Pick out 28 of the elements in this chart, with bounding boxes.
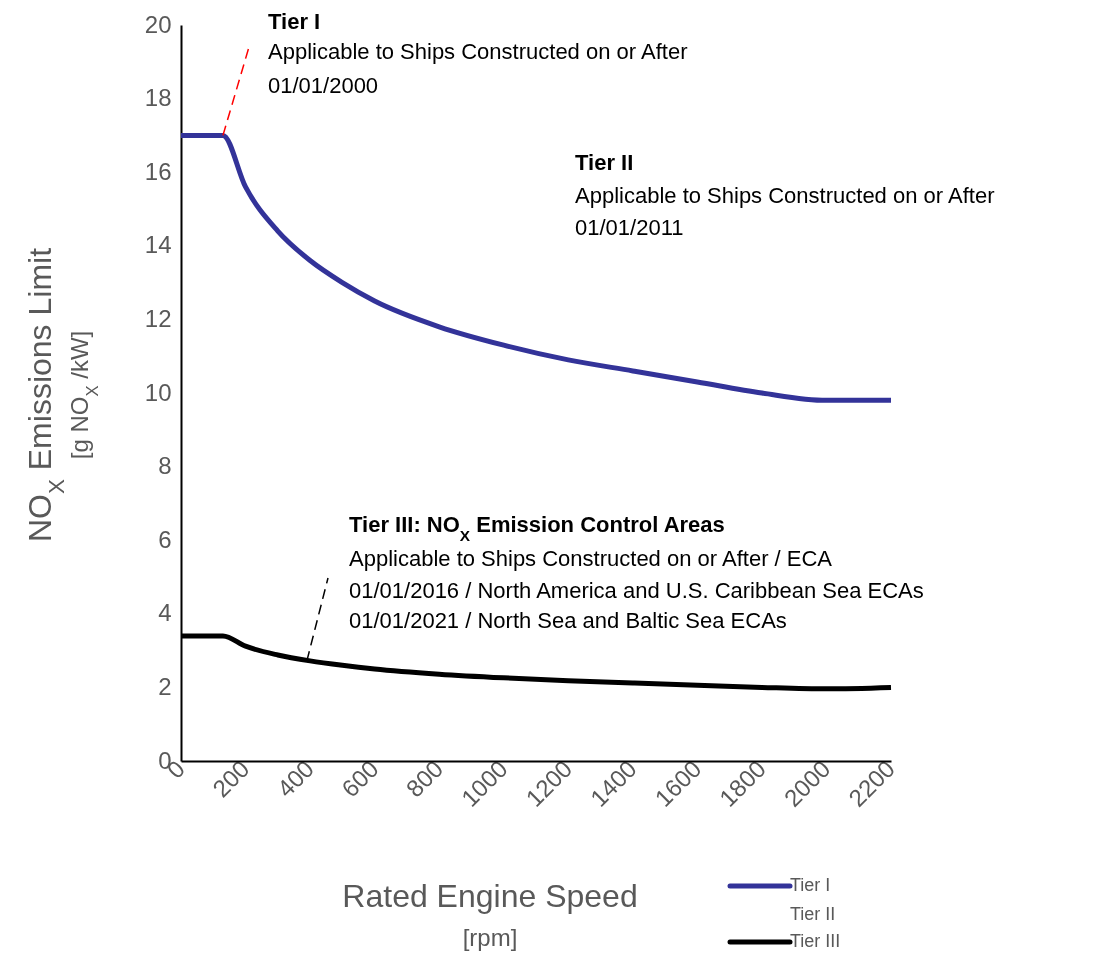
y-tick-label: 4: [158, 599, 172, 627]
text: Tier II: [790, 904, 836, 924]
y-tick-label: 20: [144, 10, 172, 38]
y-tick-label: 14: [144, 231, 172, 259]
y-tick-label: 10: [144, 378, 172, 406]
annotation: Applicable to Ships Constructed on or After / ECA: [349, 546, 833, 571]
annotation: 01/01/2011: [575, 215, 684, 240]
x-axis-title: Rated Engine Speed [rpm]: [342, 878, 638, 951]
x-tick-label: 600: [336, 754, 384, 803]
annotation: Tier II: [575, 150, 634, 175]
x-tick-label: 800: [400, 754, 449, 803]
y-tick-label: 18: [144, 84, 172, 112]
legend-label: Tier III: [790, 931, 841, 951]
x-tick-label: 400: [271, 754, 320, 803]
x-tick-label: 200: [207, 754, 255, 803]
annotation: Tier I: [268, 9, 321, 34]
annotation: 01/01/2016 / North America and U.S. Caribbean Sea ECAs: [349, 578, 924, 603]
y-tick-label: 6: [158, 525, 172, 553]
annotation: Applicable to Ships Constructed on or After: [575, 183, 995, 208]
annotation: 01/01/2021 / North Sea and Baltic Sea ECAs: [349, 608, 787, 633]
legend-label: Tier I: [790, 875, 831, 895]
y-tick-label: 8: [158, 452, 172, 480]
y-tick-label: 12: [144, 304, 172, 332]
y-tick-label: 2: [158, 672, 172, 700]
annotation: Tier III: NO$_{X}$ Emission Control Areas: [349, 512, 725, 544]
annotation: 01/01/2000: [268, 73, 379, 98]
y-tick-label: 16: [144, 157, 172, 185]
annotation: Applicable to Ships Constructed on or After: [268, 39, 688, 64]
